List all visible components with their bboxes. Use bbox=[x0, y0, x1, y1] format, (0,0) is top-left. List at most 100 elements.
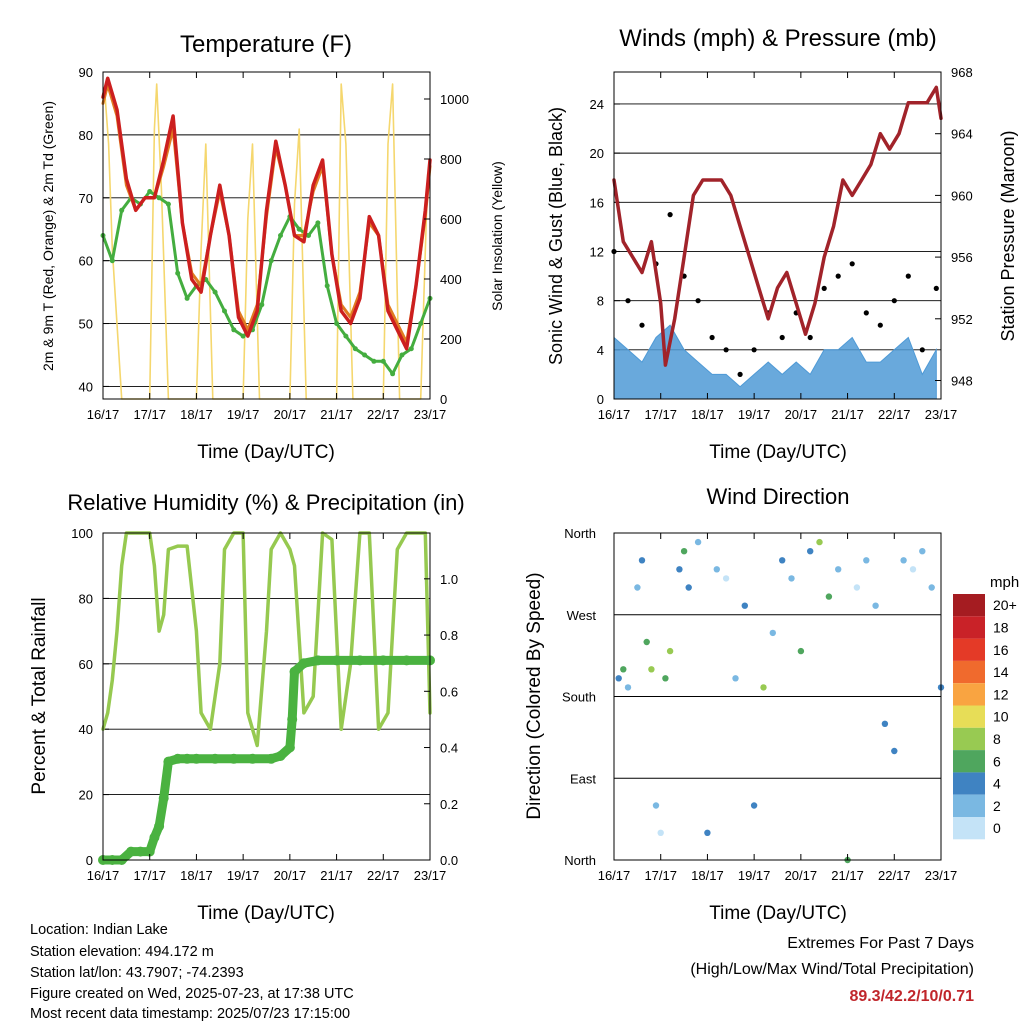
y-tick-label: 12 bbox=[590, 244, 604, 259]
y-right-tick-label: 0 bbox=[440, 392, 447, 407]
direction-point bbox=[620, 666, 627, 673]
direction-point bbox=[634, 584, 641, 591]
direction-point bbox=[760, 684, 767, 691]
y-tick-label: 90 bbox=[79, 65, 93, 80]
colorbar-tick-label: 8 bbox=[993, 731, 1001, 747]
dewpoint-point bbox=[390, 371, 396, 377]
dewpoint-point bbox=[343, 333, 349, 339]
y-tick-label: 0 bbox=[86, 853, 93, 868]
x-tick-label: 19/17 bbox=[227, 407, 260, 422]
dewpoint-point bbox=[156, 195, 162, 201]
humidity-panel: Relative Humidity (%) & Precipitation (i… bbox=[29, 490, 465, 924]
colorbar-tick-label: 16 bbox=[993, 642, 1009, 658]
colorbar-tick-label: 10 bbox=[993, 709, 1009, 725]
dewpoint-point bbox=[334, 321, 340, 326]
winds-axes: 16/17 17/17 18/17 19/17 20/17 21/17 22/17 23/17… bbox=[598, 65, 973, 422]
temperature-title: Temperature (F) bbox=[180, 31, 352, 58]
direction-point bbox=[666, 647, 674, 655]
x-tick-label: 18/17 bbox=[691, 407, 724, 422]
direction-point bbox=[825, 593, 833, 600]
extremes-values: 89.3/42.2/10/0.71 bbox=[849, 988, 974, 1005]
x-tick-label: 16/17 bbox=[598, 868, 631, 883]
dewpoint-point bbox=[352, 346, 358, 352]
y-tick-label: 40 bbox=[79, 722, 93, 737]
colorbar-tick-label: 2 bbox=[993, 798, 1001, 814]
colorbar-label: mph bbox=[990, 574, 1019, 591]
direction-point bbox=[676, 566, 683, 573]
colorbar-swatch bbox=[953, 638, 985, 661]
direction-point bbox=[657, 829, 664, 836]
x-tick-label: 23/17 bbox=[925, 407, 958, 422]
colorbar-tick-label: 0 bbox=[993, 820, 1001, 836]
dewpoint-point bbox=[380, 358, 386, 364]
direction-tick-label: East bbox=[570, 771, 596, 786]
dewpoint-point bbox=[371, 358, 377, 364]
temperature-xlabel: Time (Day/UTC) bbox=[197, 442, 335, 463]
dewpoint-point bbox=[399, 352, 405, 358]
gust-point bbox=[877, 322, 883, 328]
gust-point bbox=[695, 298, 701, 304]
direction-tick-label: North bbox=[564, 853, 596, 868]
winds-plot-area: 0 4 8 12 16 20 24 bbox=[590, 85, 943, 407]
pressure-ylabel: Station Pressure (Maroon) bbox=[998, 130, 1018, 341]
colorbar-swatch bbox=[953, 705, 985, 728]
direction-point bbox=[624, 684, 632, 691]
direction-plot-area bbox=[614, 532, 945, 864]
x-tick-label: 23/17 bbox=[925, 868, 958, 883]
direction-point bbox=[891, 747, 898, 755]
dewpoint-point bbox=[324, 283, 330, 289]
y-right-tick-label: 0.0 bbox=[440, 853, 458, 868]
y-tick-label: 20 bbox=[590, 146, 604, 161]
direction-frame bbox=[613, 532, 942, 861]
x-tick-label: 20/17 bbox=[785, 407, 818, 422]
direction-point bbox=[769, 629, 776, 637]
created-text: Figure created on Wed, 2025-07-23, at 17… bbox=[30, 986, 354, 1002]
gust-point bbox=[821, 285, 827, 291]
dewpoint-point bbox=[296, 226, 302, 232]
x-tick-label: 17/17 bbox=[644, 868, 677, 883]
x-tick-label: 20/17 bbox=[274, 407, 307, 422]
dewpoint-point bbox=[231, 327, 237, 333]
x-tick-label: 20/17 bbox=[274, 868, 307, 883]
extremes-title: Extremes For Past 7 Days bbox=[787, 935, 974, 952]
x-tick-label: 19/17 bbox=[738, 407, 771, 422]
dewpoint-point bbox=[222, 308, 227, 314]
y-right-tick-label: 968 bbox=[951, 65, 973, 80]
direction-panel: Wind Direction NorthEastSouthWestNorth16… bbox=[524, 484, 1019, 924]
direction-point bbox=[928, 584, 935, 591]
x-tick-label: 22/17 bbox=[367, 407, 400, 422]
colorbar-swatch bbox=[953, 817, 985, 840]
colorbar-swatch bbox=[953, 594, 985, 617]
y-tick-label: 4 bbox=[597, 343, 604, 358]
humidity-ylabel: Percent & Total Rainfall bbox=[29, 597, 50, 794]
temperature-plot-area: 40 50 60 70 80 90 bbox=[79, 65, 433, 400]
dewpoint-point bbox=[315, 220, 321, 226]
direction-point bbox=[816, 538, 823, 546]
y-tick-label: 16 bbox=[590, 195, 604, 210]
y-right-tick-label: 200 bbox=[440, 332, 462, 347]
direction-point bbox=[900, 557, 907, 564]
direction-point bbox=[863, 557, 870, 564]
gust-point bbox=[849, 261, 855, 267]
colorbar-tick-label: 12 bbox=[993, 686, 1009, 702]
direction-point bbox=[872, 602, 879, 609]
direction-point bbox=[732, 675, 739, 682]
location-text: Location: Indian Lake bbox=[30, 922, 168, 938]
temp-2m-line bbox=[101, 76, 432, 351]
winds-title: Winds (mph) & Pressure (mb) bbox=[619, 25, 936, 52]
humidity-frame bbox=[102, 532, 431, 861]
x-tick-label: 21/17 bbox=[831, 868, 864, 883]
x-tick-label: 23/17 bbox=[414, 868, 447, 883]
y-right-tick-label: 964 bbox=[951, 127, 973, 142]
colorbar-swatch bbox=[953, 794, 985, 817]
x-tick-label: 17/17 bbox=[133, 407, 166, 422]
x-tick-label: 17/17 bbox=[644, 407, 677, 422]
y-right-tick-label: 952 bbox=[951, 312, 973, 327]
direction-point bbox=[919, 548, 926, 555]
y-tick-label: 20 bbox=[79, 788, 93, 803]
dewpoint-point bbox=[212, 289, 218, 295]
y-right-tick-label: 600 bbox=[440, 212, 462, 227]
gust-point bbox=[919, 347, 925, 353]
gust-point bbox=[737, 371, 743, 377]
